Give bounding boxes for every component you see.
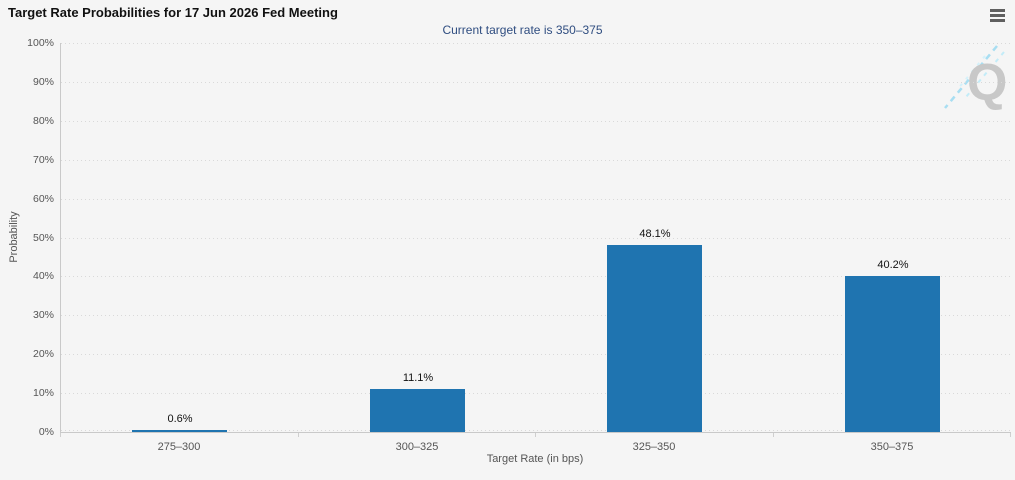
hamburger-icon bbox=[990, 13, 1005, 17]
gridline bbox=[61, 430, 1011, 431]
bar-value-label: 40.2% bbox=[877, 259, 909, 271]
x-axis-category-label: 325–350 bbox=[632, 441, 676, 453]
y-axis-tick-label: 70% bbox=[32, 154, 54, 166]
y-axis-tick-label: 10% bbox=[32, 387, 54, 399]
gridline bbox=[61, 43, 1011, 44]
gridline bbox=[61, 315, 1011, 316]
hamburger-icon bbox=[990, 8, 1005, 12]
x-axis-tick bbox=[535, 433, 536, 437]
y-axis-tick-label: 40% bbox=[32, 270, 54, 282]
gridline bbox=[61, 393, 1011, 394]
bar-value-label: 11.1% bbox=[402, 372, 434, 384]
y-axis-tick-label: 20% bbox=[32, 348, 54, 360]
y-axis-tick-label: 90% bbox=[32, 76, 54, 88]
y-axis-tick-label: 100% bbox=[27, 37, 54, 49]
bar-value-label: 0.6% bbox=[167, 413, 193, 425]
gridline bbox=[61, 82, 1011, 83]
watermark-letter: Q bbox=[967, 54, 1007, 112]
y-axis-tick-label: 50% bbox=[32, 232, 54, 244]
bar-300–325[interactable] bbox=[370, 389, 465, 432]
x-axis-category-label: 300–325 bbox=[395, 441, 439, 453]
x-axis-tick bbox=[773, 433, 774, 437]
y-axis-tick-label: 0% bbox=[38, 426, 54, 438]
plot-area: 0.6% 11.1% 48.1% 40.2% bbox=[60, 43, 1011, 433]
bar-275–300[interactable] bbox=[132, 430, 227, 432]
chart-subtitle: Current target rate is 350–375 bbox=[442, 23, 603, 37]
y-axis-tick-label: 60% bbox=[32, 193, 54, 205]
gridline bbox=[61, 121, 1011, 122]
x-axis-category-label: 350–375 bbox=[870, 441, 914, 453]
x-axis-tick bbox=[60, 433, 61, 437]
bar-value-label: 48.1% bbox=[639, 228, 671, 240]
gridline bbox=[61, 276, 1011, 277]
x-axis-tick bbox=[298, 433, 299, 437]
gridline bbox=[61, 238, 1011, 239]
hamburger-icon bbox=[990, 18, 1005, 22]
y-axis-tick-label: 30% bbox=[32, 309, 54, 321]
gridline bbox=[61, 354, 1011, 355]
x-axis-category-label: 275–300 bbox=[157, 441, 201, 453]
y-axis-tick-label: 80% bbox=[32, 115, 54, 127]
gridline bbox=[61, 160, 1011, 161]
gridline bbox=[61, 199, 1011, 200]
bar-350–375[interactable] bbox=[845, 276, 940, 432]
context-menu-button[interactable] bbox=[988, 6, 1007, 24]
bar-325–350[interactable] bbox=[607, 245, 702, 432]
chart-title: Target Rate Probabilities for 17 Jun 202… bbox=[8, 5, 338, 20]
quikstrike-watermark-icon: Q bbox=[944, 45, 1007, 112]
x-axis-tick bbox=[1010, 433, 1011, 437]
x-axis-title: Target Rate (in bps) bbox=[486, 453, 584, 465]
